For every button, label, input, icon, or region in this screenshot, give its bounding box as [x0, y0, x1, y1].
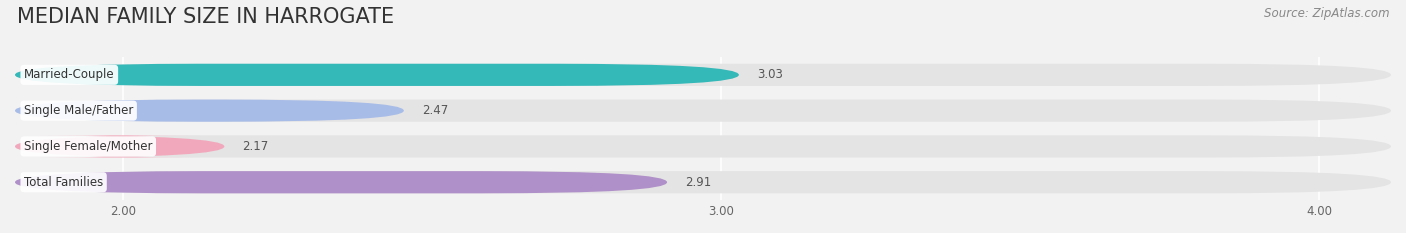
FancyBboxPatch shape — [15, 135, 1391, 158]
FancyBboxPatch shape — [15, 135, 225, 158]
FancyBboxPatch shape — [15, 64, 740, 86]
FancyBboxPatch shape — [15, 99, 404, 122]
Text: 2.91: 2.91 — [685, 176, 711, 189]
FancyBboxPatch shape — [15, 171, 666, 193]
Text: 3.03: 3.03 — [756, 68, 783, 81]
Text: Total Families: Total Families — [24, 176, 103, 189]
FancyBboxPatch shape — [15, 99, 1391, 122]
FancyBboxPatch shape — [15, 64, 1391, 86]
Text: Single Female/Mother: Single Female/Mother — [24, 140, 152, 153]
Text: MEDIAN FAMILY SIZE IN HARROGATE: MEDIAN FAMILY SIZE IN HARROGATE — [17, 7, 394, 27]
Text: Married-Couple: Married-Couple — [24, 68, 115, 81]
Text: 2.47: 2.47 — [422, 104, 449, 117]
Text: Single Male/Father: Single Male/Father — [24, 104, 134, 117]
Text: Source: ZipAtlas.com: Source: ZipAtlas.com — [1264, 7, 1389, 20]
FancyBboxPatch shape — [15, 171, 1391, 193]
Text: 2.17: 2.17 — [242, 140, 269, 153]
